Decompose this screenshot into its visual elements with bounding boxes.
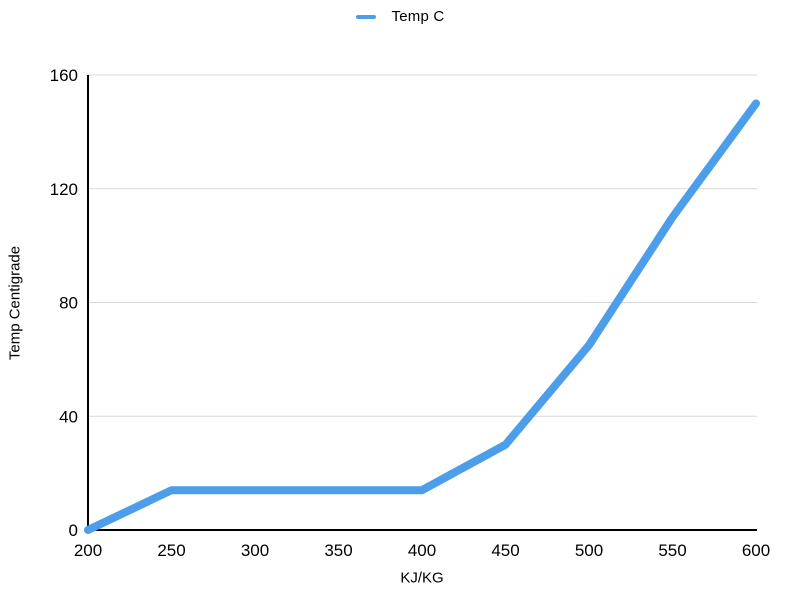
x-tick-label: 500 [575,541,603,560]
y-axis-title: Temp Centigrade [6,245,24,361]
series [84,99,760,534]
x-tick-label: 450 [491,541,519,560]
gridlines [88,74,757,417]
legend-line-marker [355,14,376,19]
axes [87,75,757,531]
legend-label: Temp C [391,8,445,25]
x-tick-label: 400 [408,541,436,560]
y-tick-label: 80 [59,294,78,313]
tick-labels: 0 40 80 120 160 200 250 300 350 400 450 500 550 600 [50,66,771,560]
legend: Temp C [0,8,800,25]
x-tick-label: 550 [658,541,686,560]
x-tick-label: 300 [241,541,269,560]
y-tick-label: 120 [50,180,78,199]
x-tick-label: 200 [74,541,102,560]
x-axis-title: KJ/KG [400,569,444,587]
x-tick-label: 600 [742,541,770,560]
x-tick-label: 350 [324,541,352,560]
temp-c-line-series [84,99,760,534]
x-tick-label: 250 [157,541,185,560]
y-tick-label: 160 [50,66,78,85]
legend-item-temp-c: Temp C [355,8,445,25]
y-tick-label: 40 [59,407,78,426]
y-tick-label: 0 [69,521,78,540]
